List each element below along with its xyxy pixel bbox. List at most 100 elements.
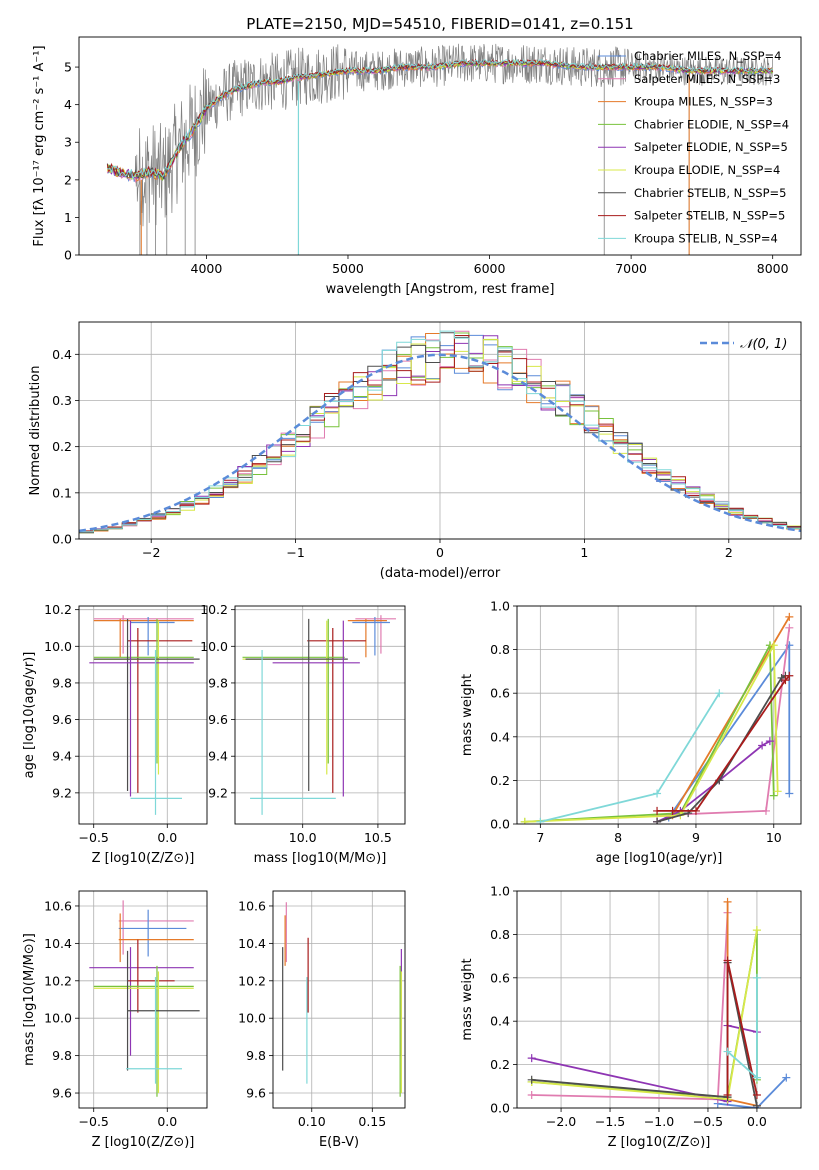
x-tick-label: −1.5 [595,1114,625,1129]
y-tick-label: 9.8 [52,1048,72,1063]
y-tick-label: 1 [64,210,72,225]
mass-weight-line [656,675,786,823]
x-tick-label: −1.0 [644,1114,674,1129]
y-tick-label: 10.0 [238,1011,266,1026]
mass-weight-marker [536,817,545,824]
mass-weight-marker [653,817,662,824]
x-tick-label: −0.5 [79,830,109,845]
y-tick-label: 0.2 [490,1057,510,1072]
plot-area [106,43,774,255]
plot-area [520,612,794,824]
age-vs-mass-panel: 10.0 10.5 9.2 9.4 9.6 9.8 10.0 10.2 mass [log10(… [200,602,406,866]
x-axis-label: Z [log10(Z/Z⊙)] [92,1135,195,1150]
y-tick-label: 10.0 [200,639,228,654]
mass-weight-marker [769,641,778,650]
x-axis-label: (data-model)/error [380,566,501,581]
mass-weight-marker [758,741,767,750]
y-tick-label: 9.4 [52,749,72,764]
spectrum-panel: 4000 5000 6000 7000 8000 0 1 2 3 4 5 wavelength [An… [32,36,802,297]
gaussian-curve [79,353,801,533]
legend-entry: Salpeter MILES, N_SSP=3 [634,72,780,86]
mass-weight-marker [723,1047,732,1056]
y-tick-label: 10.2 [238,973,266,988]
mass-weight-marker [785,612,794,621]
y-tick-label: 0.8 [490,927,510,942]
residual-histogram [79,335,801,532]
y-axis-label: Normed distribution [28,366,43,496]
figure-title: PLATE=2150, MJD=54510, FIBERID=0141, z=0… [246,15,633,33]
axes-frame [78,605,208,825]
y-tick-label: 9.8 [52,675,72,690]
mass-weight-marker [782,1073,791,1082]
y-tick-label: 10.4 [238,936,266,951]
legend-entry: Chabrier MILES, N_SSP=4 [634,49,781,63]
legend-entry: Kroupa STELIB, N_SSP=4 [634,231,778,245]
x-tick-label: 1 [580,545,588,560]
x-tick-label: 0 [436,545,444,560]
x-tick-label: 8 [614,830,622,845]
x-tick-label: 2 [725,545,733,560]
x-tick-label: 0.0 [157,830,177,845]
mass-weight-marker [653,806,662,815]
y-tick-label: 10.0 [44,1011,72,1026]
x-tick-label: 10.0 [289,830,317,845]
y-tick-label: 0.0 [490,817,510,832]
plot-area [282,902,402,1097]
y-tick-label: 0.4 [52,347,72,362]
y-tick-label: 10.4 [44,936,72,951]
y-tick-label: 0.1 [52,485,72,500]
legend-entry: Kroupa MILES, N_SSP=3 [634,95,773,109]
x-tick-label: 9 [692,830,700,845]
y-tick-label: 3 [64,135,72,150]
x-axis-label: E(B-V) [319,1135,359,1150]
y-tick-label: 9.6 [208,712,228,727]
legend-entry: Kroupa ELODIE, N_SSP=4 [634,163,780,177]
mass-weight-line [524,641,779,823]
mass-weight-marker [752,1101,761,1108]
legend-entry: Salpeter STELIB, N_SSP=5 [634,209,785,223]
x-tick-label: 10 [766,830,782,845]
y-tick-label: 1.0 [490,884,510,899]
mass-weight-marker [785,789,794,798]
legend-entry: Chabrier ELODIE, N_SSP=4 [634,117,789,131]
mass-weight-marker [668,806,677,815]
mass-vs-metallicity-panel: −0.5 0.0 9.6 9.8 10.0 10.2 10.4 10.6 Z [log10(Z/… [22,890,208,1150]
mass-weight-line [524,641,775,823]
y-tick-label: 10.6 [238,898,266,913]
mass-vs-ebv-panel: 0.10 0.15 9.6 9.8 10.0 10.2 10.4 10.6 E(B-V) [238,890,406,1150]
age-vs-metallicity-panel: −0.5 0.0 9.2 9.4 9.6 9.8 10.0 10.2 Z [log10(Z/Z⊙… [22,602,208,866]
y-tick-label: 10.2 [200,602,228,617]
y-tick-label: 0.4 [490,729,510,744]
y-tick-label: 9.6 [246,1086,266,1101]
y-axis-label: age [log10(age/yr)] [22,652,37,779]
y-tick-label: 9.6 [52,1086,72,1101]
x-tick-label: 7 [536,830,544,845]
plot-area [79,330,801,534]
x-tick-label: 8000 [757,261,789,276]
mass-weight-marker [785,623,794,632]
axes-frame [78,36,802,256]
y-tick-label: 0.6 [490,970,510,985]
x-tick-label: 0.0 [157,1114,177,1129]
x-axis-label: Z [log10(Z/Z⊙)] [608,1135,711,1150]
mass-weight-marker [769,791,778,800]
x-tick-label: 7000 [615,261,647,276]
mass-weight-marker [723,956,732,965]
residual-histogram [79,332,801,534]
mass-weight-marker [723,897,732,906]
x-tick-label: 6000 [474,261,506,276]
plot-area [89,615,200,815]
x-tick-label: 0.15 [358,1114,386,1129]
mass-weight-marker [715,689,724,698]
y-tick-label: 9.6 [52,712,72,727]
plot-area [527,897,791,1108]
model-spectrum-line [107,58,774,180]
mass-weight-vs-age-panel: 7 8 9 10 0.0 0.2 0.4 0.6 0.8 1.0 age [log10(age/yr… [460,599,802,866]
y-tick-label: 4 [64,97,72,112]
y-tick-label: 10.6 [44,898,72,913]
mass-weight-marker [527,1075,536,1084]
y-tick-label: 9.4 [208,749,228,764]
mass-weight-marker [781,676,790,685]
y-tick-label: 10.2 [44,602,72,617]
